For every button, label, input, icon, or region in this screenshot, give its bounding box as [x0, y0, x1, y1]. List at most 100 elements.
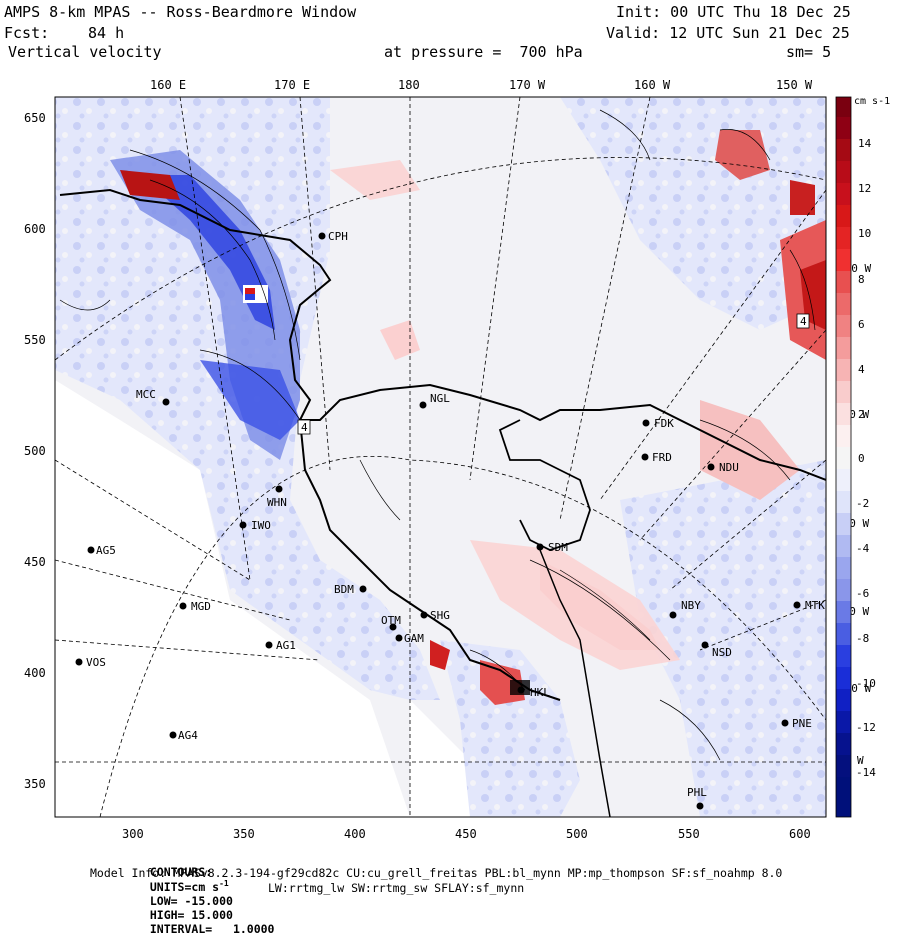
y-axis: 650 600 550 500 450 400 350 — [24, 111, 46, 791]
station-dot-ag1 — [265, 641, 273, 649]
station-label: SHG — [430, 609, 450, 622]
positive-velocity-area-east — [700, 400, 800, 500]
label-box-4-east-text: 4 — [800, 315, 807, 328]
vertical-velocity-map: CPH MCC NGL WHN IWO AG5 MGD VOS AG1 AG4 … — [24, 78, 890, 841]
station-label: PHL — [687, 786, 707, 799]
station-label: MTK — [805, 599, 825, 612]
station-label: FRD — [652, 451, 672, 464]
positive-cell-northeast-2 — [790, 180, 815, 215]
station-label: NDU — [719, 461, 739, 474]
colorbar-label: -6 — [856, 587, 869, 600]
forecast-label: Fcst: — [4, 24, 50, 42]
station-dot-ag4 — [169, 731, 177, 739]
pressure-level: at pressure = 700 hPa — [384, 43, 583, 61]
station-dot-ag5 — [87, 546, 95, 554]
station-label: SDM — [548, 541, 568, 554]
smoothing-value: sm= 5 — [786, 43, 832, 61]
negative-velocity-field-south — [440, 640, 580, 817]
station-dot-otm — [389, 623, 397, 631]
station-label: NSD — [712, 646, 732, 659]
units-exponent: -1 — [219, 879, 229, 888]
colorbar-label: -12 — [856, 721, 876, 734]
x-tick-label: 350 — [233, 827, 255, 841]
station-dot-iwo — [239, 521, 247, 529]
negative-velocity-field-southeast — [620, 460, 826, 817]
contours-label: CONTOURS: — [149, 865, 213, 879]
lon-label-w: W — [857, 754, 864, 767]
lon-label-160e: 160 E — [150, 78, 186, 92]
station-dot-hkl — [517, 686, 525, 694]
station-dot-shg — [420, 611, 428, 619]
x-tick-label: 400 — [344, 827, 366, 841]
station-label: VOS — [86, 656, 106, 669]
colorbar-label: -14 — [856, 766, 876, 779]
station-dot-ngl — [419, 401, 427, 409]
colorbar-bin — [836, 97, 851, 117]
station-label: PNE — [792, 717, 812, 730]
station-dot-nsd — [701, 641, 709, 649]
y-tick-label: 600 — [24, 222, 46, 236]
station-dot-nby — [669, 611, 677, 619]
colorbar-label: 0 — [858, 452, 865, 465]
graticule — [55, 97, 826, 817]
colorbar-label: -10 — [856, 677, 876, 690]
colorbar-label: -8 — [856, 632, 869, 645]
weak-positive-area — [470, 540, 680, 670]
x-tick-label: 500 — [566, 827, 588, 841]
station-dot-gam — [395, 634, 403, 642]
top-longitude-labels: 160 E 170 E 180 170 W 160 W 150 W — [150, 78, 813, 92]
contour-high: HIGH= 15.000 — [149, 907, 233, 922]
units-label: UNITS=cm s-1 — [150, 879, 229, 894]
colorbar-label: 14 — [858, 137, 872, 150]
y-tick-label: 500 — [24, 444, 46, 458]
contour-interval: INTERVAL= 1.0000 — [149, 921, 275, 936]
station-label: CPH — [328, 230, 348, 243]
colorbar-label: 6 — [858, 318, 865, 331]
station-dot-fdk — [642, 419, 650, 427]
station-dot-cph — [318, 232, 326, 240]
positive-cell-coast — [430, 640, 450, 670]
station-dot-ndu — [707, 463, 715, 471]
y-tick-label: 350 — [24, 777, 46, 791]
contour-low: LOW= -15.000 — [149, 893, 233, 908]
lon-label-160w: 160 W — [634, 78, 671, 92]
y-tick-label: 450 — [24, 555, 46, 569]
station-label: AG1 — [276, 639, 296, 652]
positive-cell-mountain — [120, 170, 180, 200]
strong-positive-core-edge — [800, 260, 826, 330]
station-dot-bdm — [359, 585, 367, 593]
contour-lines — [59, 109, 816, 761]
colorbar-label: 2 — [858, 408, 865, 421]
station-label: MCC — [136, 388, 156, 401]
station-markers — [75, 232, 801, 810]
label-box-4-east — [796, 313, 810, 329]
station-label: OTM — [381, 614, 401, 627]
x-tick-label: 600 — [789, 827, 811, 841]
plot-frame — [54, 96, 827, 818]
x-axis: 300 350 400 450 500 550 600 — [122, 827, 811, 841]
station-dot-mcc — [162, 398, 170, 406]
station-dot-whn — [275, 485, 283, 493]
forecast-hour: 84 h — [88, 24, 125, 42]
station-dot-mtk — [793, 601, 801, 609]
station-dot-frd — [641, 453, 649, 461]
positive-cell-northeast — [715, 130, 770, 180]
station-label: FDK — [654, 417, 674, 430]
label-box-4-west — [297, 419, 311, 435]
station-label: NGL — [430, 392, 450, 405]
station-labels: CPH MCC NGL WHN IWO AG5 MGD VOS AG1 AG4 … — [86, 230, 825, 799]
station-label: NBY — [681, 599, 701, 612]
lon-label-150w: 150 W — [776, 78, 813, 92]
missing-patch-blue — [245, 294, 255, 300]
missing-patch-red — [245, 288, 255, 294]
station-label: AG5 — [96, 544, 116, 557]
colorbar-unit: cm s-1 — [854, 96, 890, 107]
ascent-core-2 — [200, 360, 300, 440]
no-data-region-2 — [410, 700, 470, 817]
contours-info: CONTOURS: UNITS=cm s-1 LOW= -15.000 HIGH… — [136, 851, 275, 936]
station-label: WHN — [267, 496, 287, 509]
station-label: HKL — [530, 686, 550, 699]
field-name: Vertical velocity — [8, 43, 162, 61]
station-dot-phl — [696, 802, 704, 810]
colorbar — [835, 96, 852, 818]
